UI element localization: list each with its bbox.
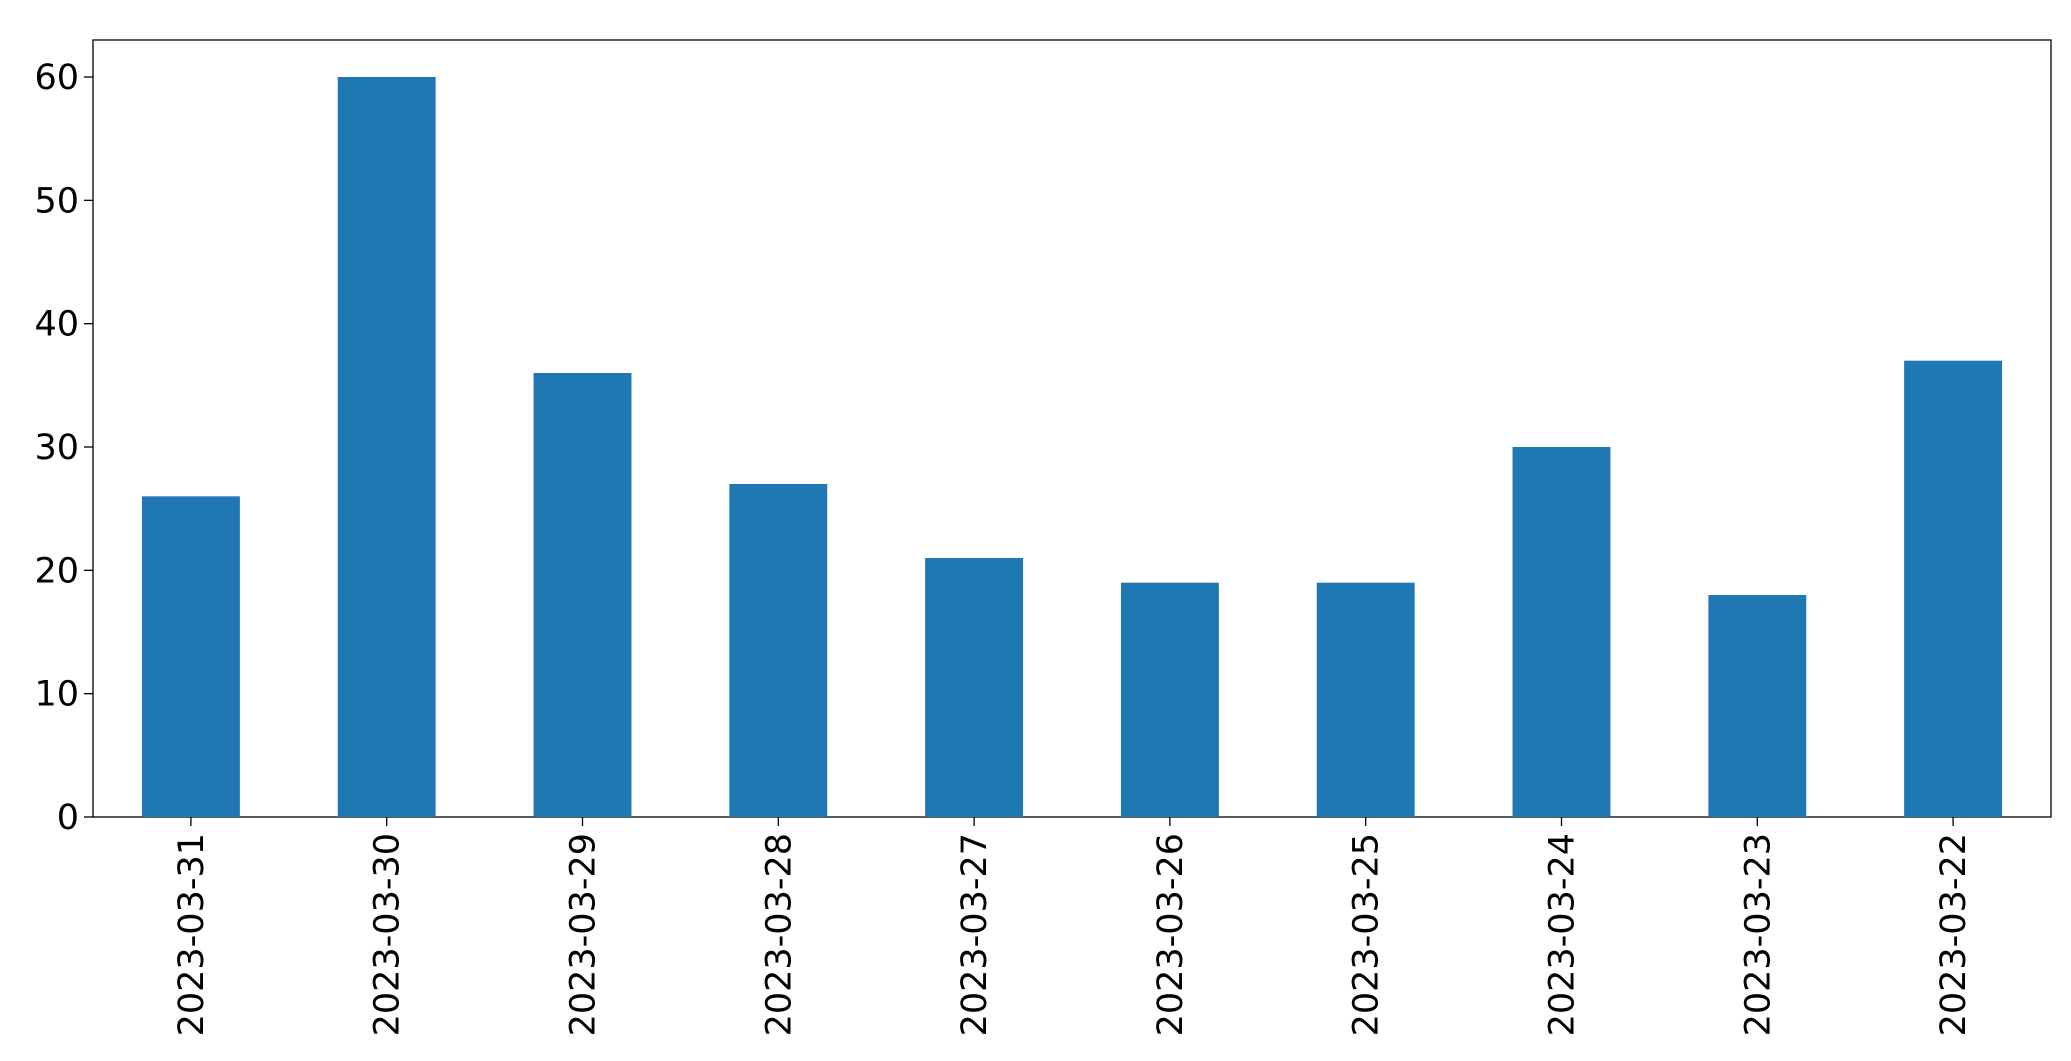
x-tick-label: 2023-03-27 [955,833,995,1036]
y-tick-label: 10 [34,675,79,715]
y-tick-label: 0 [57,798,79,838]
bar [141,496,240,817]
y-tick-label: 40 [34,305,79,345]
y-tick-label: 50 [34,181,79,221]
bar [1904,360,2003,817]
y-tick-label: 30 [34,428,79,468]
bar [1708,595,1807,817]
x-tick-label: 2023-03-23 [1738,833,1778,1036]
bar [337,77,436,817]
x-tick-label: 2023-03-24 [1543,833,1583,1036]
bar [925,558,1024,817]
bar [1512,447,1611,817]
y-tick-label: 60 [34,58,79,98]
bar [1316,582,1415,817]
x-tick-label: 2023-03-31 [172,833,212,1036]
bar [729,484,828,817]
plot-frame [92,39,2052,818]
x-tick-label: 2023-03-28 [759,833,799,1036]
bar [533,373,632,817]
x-tick-label: 2023-03-30 [368,833,408,1036]
x-tick-label: 2023-03-29 [564,833,604,1036]
x-tick-label: 2023-03-25 [1347,833,1387,1036]
x-tick-label: 2023-03-22 [1934,833,1974,1036]
bar [1120,582,1219,817]
y-tick-label: 20 [34,551,79,591]
x-tick-label: 2023-03-26 [1151,833,1191,1036]
